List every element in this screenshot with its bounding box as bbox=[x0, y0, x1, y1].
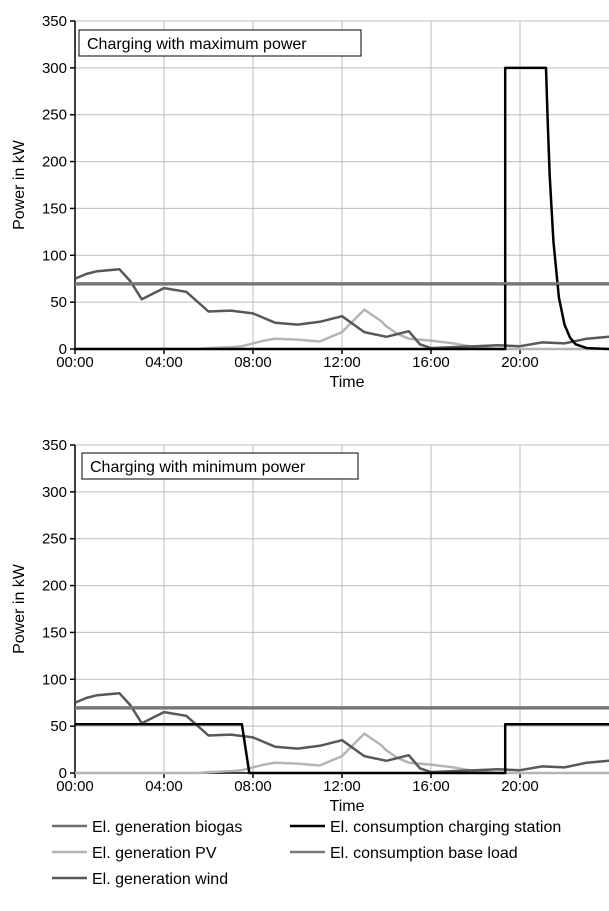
chart0-ytick-label-7: 350 bbox=[42, 13, 67, 30]
chart0-ytick-label-0: 0 bbox=[59, 341, 67, 358]
chart1-xtick-label-3: 12:00 bbox=[323, 778, 361, 795]
chart1-series-el-generation-pv bbox=[75, 732, 609, 775]
chart0-xtick-label-1: 04:00 bbox=[145, 354, 183, 371]
chart1-ytick-label-0: 0 bbox=[59, 765, 67, 782]
chart1-ytick-label-4: 200 bbox=[42, 578, 67, 595]
chart1-xtick-label-0: 00:00 bbox=[56, 778, 94, 795]
chart0-xtick-label-0: 00:00 bbox=[56, 354, 94, 371]
chart0-ytick-label-6: 300 bbox=[42, 60, 67, 77]
chart0-title-box bbox=[78, 29, 362, 57]
chart0-ytick-label-2: 100 bbox=[42, 247, 67, 264]
chart0-y-axis-label: Power in kW bbox=[11, 139, 28, 230]
chart0-series-el-consumption-charging-station bbox=[75, 66, 609, 351]
chart0-xtick-label-4: 16:00 bbox=[412, 354, 450, 371]
chart1-xtick-label-1: 04:00 bbox=[145, 778, 183, 795]
chart0-ytick-label-1: 50 bbox=[50, 294, 67, 311]
chart1-x-axis-label: Time bbox=[330, 798, 365, 815]
chart1-xtick-label-5: 20:00 bbox=[501, 778, 539, 795]
chart0-xtick-label-3: 12:00 bbox=[323, 354, 361, 371]
chart1-title-box bbox=[81, 452, 359, 480]
chart1-ytick-label-1: 50 bbox=[50, 718, 67, 735]
chart0-series-el-generation-wind bbox=[75, 268, 609, 350]
chart1-ytick-label-7: 350 bbox=[42, 437, 67, 454]
chart1-ytick-label-5: 250 bbox=[42, 531, 67, 548]
chart0-series-el-generation-pv bbox=[75, 308, 609, 351]
chart1-ytick-label-6: 300 bbox=[42, 484, 67, 501]
chart0-ytick-label-5: 250 bbox=[42, 107, 67, 124]
chart0-title: Charging with maximum power bbox=[87, 36, 307, 53]
chart0-ytick-label-3: 150 bbox=[42, 200, 67, 217]
legend-label-4: El. generation wind bbox=[92, 871, 228, 888]
chart0-xtick-label-2: 08:00 bbox=[234, 354, 272, 371]
chart0-ytick-label-4: 200 bbox=[42, 154, 67, 171]
chart1-xtick-label-2: 08:00 bbox=[234, 778, 272, 795]
chart1-series-el-consumption-charging-station bbox=[75, 723, 609, 775]
chart1-title: Charging with minimum power bbox=[90, 459, 306, 476]
legend-label-2: El. generation PV bbox=[92, 845, 217, 862]
chart1-ytick-label-3: 150 bbox=[42, 624, 67, 641]
legend-label-1: El. consumption charging station bbox=[330, 819, 561, 836]
legend-label-0: El. generation biogas bbox=[92, 819, 242, 836]
legend-label-3: El. consumption base load bbox=[330, 845, 518, 862]
chart1-y-axis-label: Power in kW bbox=[11, 563, 28, 654]
chart0-x-axis-label: Time bbox=[330, 374, 365, 391]
chart0-xtick-label-5: 20:00 bbox=[501, 354, 539, 371]
chart1-series-el-generation-wind bbox=[75, 692, 609, 774]
chart1-ytick-label-2: 100 bbox=[42, 671, 67, 688]
chart1-xtick-label-4: 16:00 bbox=[412, 778, 450, 795]
